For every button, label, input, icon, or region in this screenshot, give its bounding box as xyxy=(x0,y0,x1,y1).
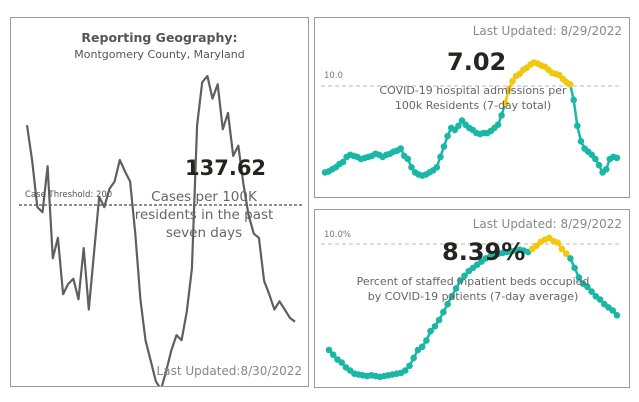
beds-data-point xyxy=(325,346,333,354)
beds-reference-label: 10.0% xyxy=(324,230,352,240)
case-threshold-label: Case Threshold: 200 xyxy=(25,190,113,200)
hospital-data-point xyxy=(339,158,347,166)
hospital-data-point xyxy=(505,86,513,93)
hospital-data-point xyxy=(494,121,502,128)
beds-last-updated: Last Updated: 8/29/2022 xyxy=(472,217,622,231)
beds-data-point xyxy=(338,359,345,366)
beds-data-point xyxy=(440,308,447,316)
hospital-data-point xyxy=(397,145,404,152)
cases-series-line xyxy=(25,74,296,386)
geography-title: Reporting Geography: xyxy=(81,30,238,45)
hospital-data-point xyxy=(433,164,441,171)
cases-chart xyxy=(19,74,303,386)
hospital-data-point xyxy=(408,164,415,171)
cases-card[interactable]: Reporting Geography: Montgomery County, … xyxy=(10,17,309,387)
beds-data-point xyxy=(562,250,570,257)
hospital-data-point xyxy=(437,153,444,161)
beds-data-point xyxy=(406,362,413,370)
hospital-data-point xyxy=(440,143,448,150)
hospital-reference-label: 10.0 xyxy=(324,71,343,81)
hospital-data-point xyxy=(498,112,505,119)
beds-kpi-value: 8.39% xyxy=(442,238,526,266)
hospital-data-point xyxy=(602,166,610,173)
hospital-data-point xyxy=(444,132,451,140)
beds-data-point xyxy=(461,272,468,280)
hospital-data-point xyxy=(455,122,462,130)
hospital-line-segment xyxy=(572,99,579,126)
hospital-data-point xyxy=(595,161,603,169)
beds-data-point xyxy=(533,242,540,250)
beds-data-point xyxy=(423,337,430,344)
hospital-kpi-value: 7.02 xyxy=(447,48,507,76)
hospital-data-point xyxy=(566,81,574,88)
hospital-data-point xyxy=(404,155,412,163)
beds-data-point xyxy=(609,307,617,314)
hospital-admissions-card[interactable]: Last Updated: 8/29/2022 10.0 7.02 COVID-… xyxy=(314,17,630,198)
hospital-data-point xyxy=(592,155,599,163)
cases-kpi-label: Cases per 100K residents in the past sev… xyxy=(134,189,274,241)
beds-occupied-chart xyxy=(321,234,621,381)
beds-data-point xyxy=(571,264,578,272)
hospital-data-point xyxy=(501,99,509,107)
beds-data-point xyxy=(418,343,426,351)
hospital-last-updated: Last Updated: 8/29/2022 xyxy=(472,24,622,38)
cases-kpi-value: 137.62 xyxy=(185,156,267,180)
beds-data-point xyxy=(410,354,417,362)
beds-kpi-label-line2: by COVID-19 patients (7-day average) xyxy=(367,290,579,303)
beds-data-point xyxy=(448,293,456,300)
hospital-kpi-label-line1: COVID-19 hospital admissions per xyxy=(379,84,567,97)
beds-data-point xyxy=(554,239,561,246)
beds-data-point xyxy=(427,327,434,335)
beds-data-point xyxy=(558,245,566,253)
beds-data-point xyxy=(588,288,595,295)
beds-data-point xyxy=(431,323,439,330)
beds-data-point xyxy=(435,316,443,324)
hospital-data-point xyxy=(570,96,577,104)
hospital-data-point xyxy=(613,154,621,162)
beds-data-point xyxy=(452,285,460,292)
beds-data-point xyxy=(401,367,409,374)
beds-data-point xyxy=(584,283,591,291)
beds-data-point xyxy=(575,274,583,281)
beds-data-point xyxy=(457,277,464,284)
hospital-data-point xyxy=(574,122,581,130)
beds-data-point xyxy=(567,255,574,262)
beds-kpi-label-line1: Percent of staffed inpatient beds occupi… xyxy=(356,275,590,288)
cases-last-updated: Last Updated:8/30/2022 xyxy=(156,364,302,378)
hospital-admissions-chart xyxy=(321,59,621,179)
beds-data-point xyxy=(596,296,604,303)
hospital-data-point xyxy=(509,77,516,85)
hospital-data-point xyxy=(577,138,585,145)
beds-occupied-card[interactable]: Last Updated: 8/29/2022 10.0% 8.39% Perc… xyxy=(314,209,630,388)
beds-data-point xyxy=(444,300,451,308)
beds-data-point xyxy=(329,351,337,358)
geography-subtitle: Montgomery County, Maryland xyxy=(74,48,245,61)
beds-data-point xyxy=(613,312,621,319)
hospital-kpi-label-line2: 100k Residents (7-day total) xyxy=(394,99,552,112)
